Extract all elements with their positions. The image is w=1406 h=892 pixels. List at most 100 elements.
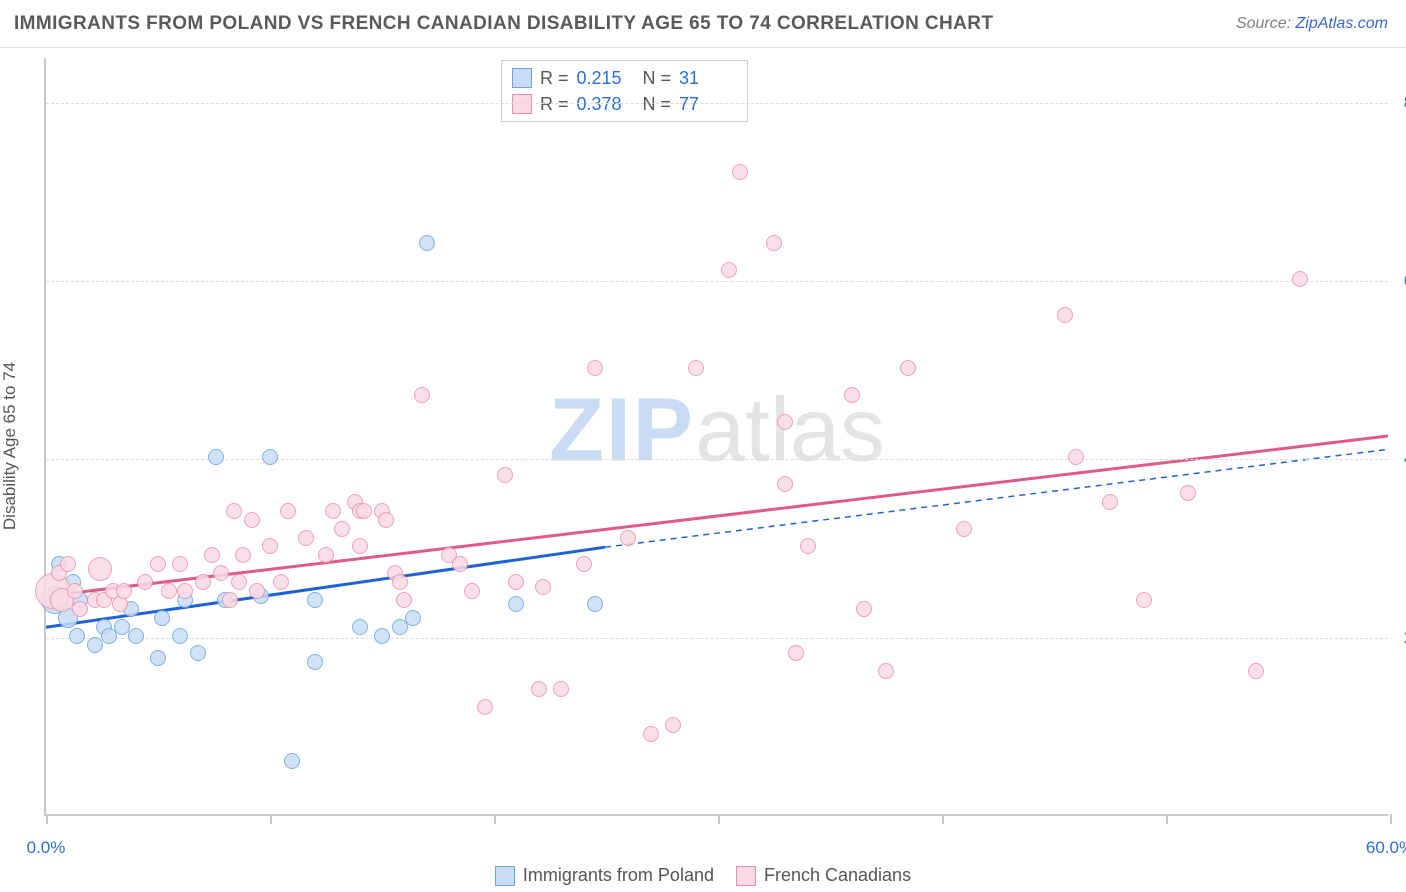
data-point [249, 583, 265, 599]
data-point [222, 592, 238, 608]
data-point [587, 360, 603, 376]
swatch-french-icon [736, 866, 756, 886]
x-tick [942, 814, 944, 824]
stats-row-french: R = 0.378 N = 77 [512, 91, 737, 117]
data-point [452, 556, 468, 572]
r-value-french: 0.378 [577, 91, 635, 117]
data-point [620, 530, 636, 546]
data-point [1248, 663, 1264, 679]
swatch-poland-icon [512, 68, 532, 88]
trend-lines-layer [46, 58, 1388, 814]
data-point [643, 726, 659, 742]
data-point [900, 360, 916, 376]
data-point [419, 235, 435, 251]
data-point [856, 601, 872, 617]
x-tick-label: 0.0% [27, 838, 66, 858]
n-value-french: 77 [679, 91, 737, 117]
legend-item-poland: Immigrants from Poland [495, 865, 714, 886]
gridline-h [46, 459, 1388, 460]
data-point [508, 574, 524, 590]
data-point [1102, 494, 1118, 510]
data-point [262, 538, 278, 554]
data-point [800, 538, 816, 554]
data-point [878, 663, 894, 679]
x-tick [46, 814, 48, 824]
x-tick [270, 814, 272, 824]
bottom-legend: Immigrants from Poland French Canadians [0, 865, 1406, 886]
data-point [414, 387, 430, 403]
data-point [226, 503, 242, 519]
data-point [116, 583, 132, 599]
y-tick-label: 60.0% [1396, 271, 1406, 291]
r-label: R = [540, 65, 569, 91]
data-point [262, 449, 278, 465]
gridline-h [46, 281, 1388, 282]
data-point [356, 503, 372, 519]
gridline-h [46, 103, 1388, 104]
data-point [844, 387, 860, 403]
n-label: N = [643, 91, 672, 117]
data-point [1136, 592, 1152, 608]
data-point [195, 574, 211, 590]
data-point [334, 521, 350, 537]
watermark-zip: ZIP [549, 380, 695, 480]
r-value-poland: 0.215 [577, 65, 635, 91]
legend-label-poland: Immigrants from Poland [523, 865, 714, 886]
data-point [497, 467, 513, 483]
data-point [280, 503, 296, 519]
chart-header: IMMIGRANTS FROM POLAND VS FRENCH CANADIA… [0, 0, 1406, 48]
data-point [1068, 449, 1084, 465]
legend-item-french: French Canadians [736, 865, 911, 886]
data-point [284, 753, 300, 769]
data-point [553, 681, 569, 697]
data-point [208, 449, 224, 465]
r-label: R = [540, 91, 569, 117]
data-point [172, 628, 188, 644]
data-point [161, 583, 177, 599]
data-point [508, 596, 524, 612]
data-point [396, 592, 412, 608]
data-point [298, 530, 314, 546]
data-point [1292, 271, 1308, 287]
data-point [777, 476, 793, 492]
legend-label-french: French Canadians [764, 865, 911, 886]
data-point [88, 557, 112, 581]
data-point [378, 512, 394, 528]
data-point [244, 512, 260, 528]
data-point [307, 592, 323, 608]
data-point [1180, 485, 1196, 501]
data-point [72, 601, 88, 617]
data-point [587, 596, 603, 612]
data-point [318, 547, 334, 563]
swatch-poland-icon [495, 866, 515, 886]
data-point [352, 619, 368, 635]
data-point [307, 654, 323, 670]
data-point [1057, 307, 1073, 323]
trend-line-extension [605, 449, 1388, 547]
data-point [732, 164, 748, 180]
data-point [231, 574, 247, 590]
scatter-plot-area: ZIPatlas R = 0.215 N = 31 R = 0.378 N = … [44, 58, 1388, 816]
data-point [137, 574, 153, 590]
data-point [788, 645, 804, 661]
data-point [67, 583, 83, 599]
source-prefix: Source: [1236, 15, 1296, 32]
source-attribution: Source: ZipAtlas.com [1236, 15, 1388, 33]
stats-legend-box: R = 0.215 N = 31 R = 0.378 N = 77 [501, 60, 748, 122]
swatch-french-icon [512, 94, 532, 114]
y-tick-label: 40.0% [1396, 449, 1406, 469]
x-tick [494, 814, 496, 824]
data-point [235, 547, 251, 563]
y-axis-title: Disability Age 65 to 74 [0, 362, 20, 530]
data-point [531, 681, 547, 697]
data-point [464, 583, 480, 599]
source-link[interactable]: ZipAtlas.com [1296, 15, 1388, 32]
data-point [535, 579, 551, 595]
data-point [777, 414, 793, 430]
data-point [128, 628, 144, 644]
data-point [273, 574, 289, 590]
data-point [172, 556, 188, 572]
x-tick [718, 814, 720, 824]
n-value-poland: 31 [679, 65, 737, 91]
data-point [213, 565, 229, 581]
